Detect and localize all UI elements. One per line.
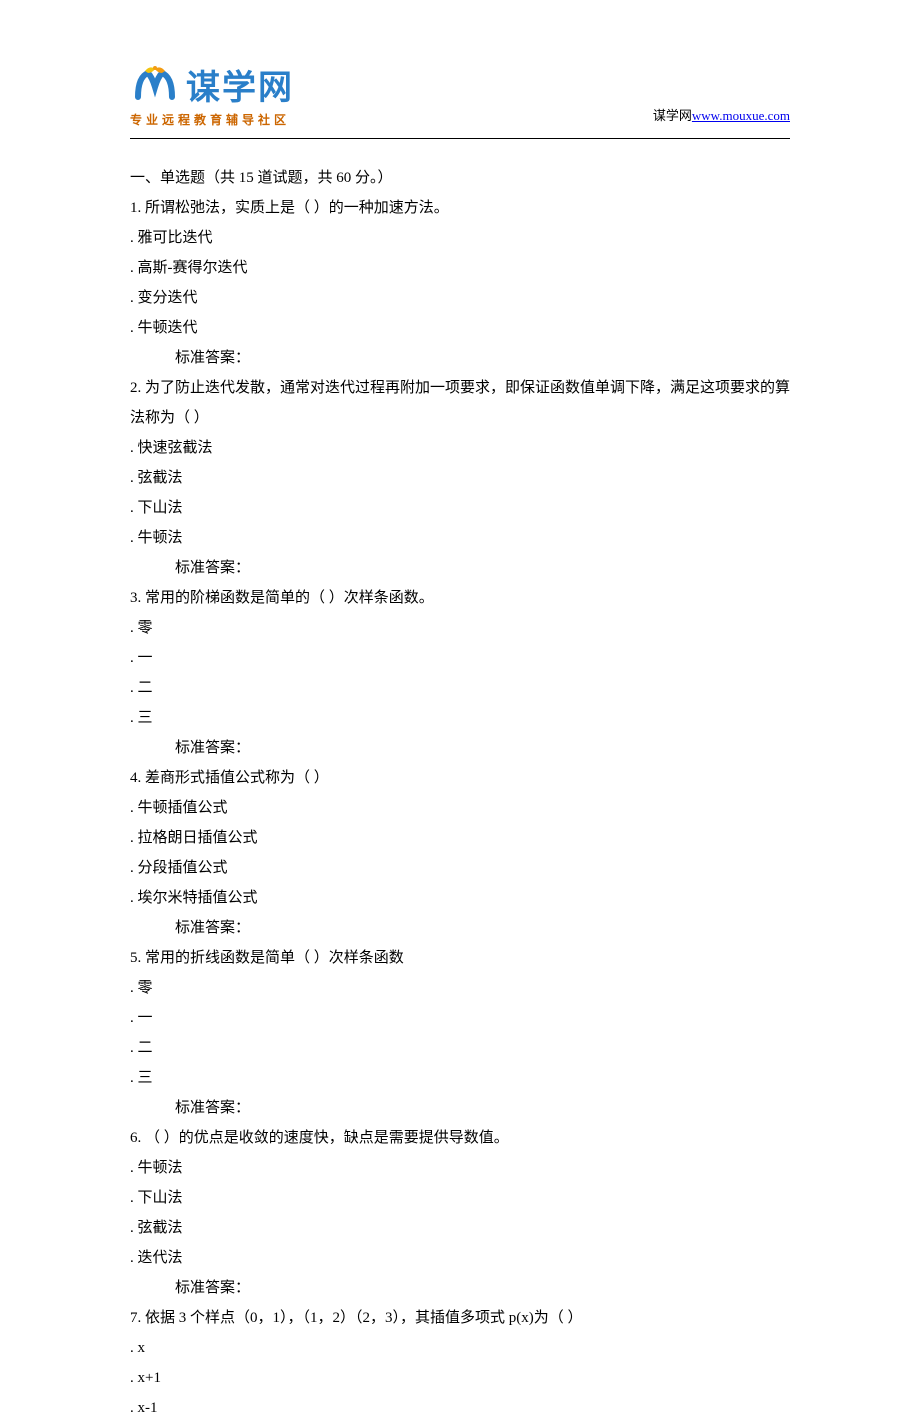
option: . 三 bbox=[130, 1063, 790, 1093]
option: . 迭代法 bbox=[130, 1243, 790, 1273]
option: . x bbox=[130, 1333, 790, 1363]
section-title: 一、单选题（共 15 道试题，共 60 分。） bbox=[130, 163, 790, 193]
option: . 快速弦截法 bbox=[130, 433, 790, 463]
site-reference: 谋学网www.mouxue.com bbox=[653, 105, 790, 128]
option: . 零 bbox=[130, 613, 790, 643]
site-label: 谋学网 bbox=[653, 108, 692, 123]
option: . 二 bbox=[130, 1033, 790, 1063]
option: . 雅可比迭代 bbox=[130, 223, 790, 253]
question-6: 6. （ ）的优点是收敛的速度快，缺点是需要提供导数值。 . 牛顿法 . 下山法… bbox=[130, 1123, 790, 1303]
option: . 拉格朗日插值公式 bbox=[130, 823, 790, 853]
question-4: 4. 差商形式插值公式称为（ ） . 牛顿插值公式 . 拉格朗日插值公式 . 分… bbox=[130, 763, 790, 943]
option: . 弦截法 bbox=[130, 1213, 790, 1243]
question-text: 6. （ ）的优点是收敛的速度快，缺点是需要提供导数值。 bbox=[130, 1123, 790, 1153]
option: . 高斯-赛得尔迭代 bbox=[130, 253, 790, 283]
question-3: 3. 常用的阶梯函数是简单的（ ）次样条函数。 . 零 . 一 . 二 . 三 … bbox=[130, 583, 790, 763]
logo-top-row: 谋学网 bbox=[130, 60, 294, 109]
option: . 牛顿法 bbox=[130, 1153, 790, 1183]
option: . 牛顿法 bbox=[130, 523, 790, 553]
option: . 下山法 bbox=[130, 493, 790, 523]
logo-container: 谋学网 专业远程教育辅导社区 bbox=[130, 60, 294, 128]
option: . 牛顿插值公式 bbox=[130, 793, 790, 823]
question-2: 2. 为了防止迭代发散，通常对迭代过程再附加一项要求，即保证函数值单调下降，满足… bbox=[130, 373, 790, 583]
option: . x+1 bbox=[130, 1363, 790, 1393]
option: . 牛顿迭代 bbox=[130, 313, 790, 343]
option: . 埃尔米特插值公式 bbox=[130, 883, 790, 913]
site-link[interactable]: www.mouxue.com bbox=[692, 108, 790, 123]
question-text: 7. 依据 3 个样点（0，1），（1，2）（2，3），其插值多项式 p(x)为… bbox=[130, 1303, 790, 1333]
answer-label: 标准答案： bbox=[130, 733, 790, 763]
option: . 零 bbox=[130, 973, 790, 1003]
question-text: 4. 差商形式插值公式称为（ ） bbox=[130, 763, 790, 793]
question-text: 2. 为了防止迭代发散，通常对迭代过程再附加一项要求，即保证函数值单调下降，满足… bbox=[130, 373, 790, 433]
option: . 下山法 bbox=[130, 1183, 790, 1213]
option: . 一 bbox=[130, 643, 790, 673]
logo-subtitle: 专业远程教育辅导社区 bbox=[130, 111, 294, 128]
question-1: 1. 所谓松弛法，实质上是（ ）的一种加速方法。 . 雅可比迭代 . 高斯-赛得… bbox=[130, 193, 790, 373]
option: . 弦截法 bbox=[130, 463, 790, 493]
page-header: 谋学网 专业远程教育辅导社区 谋学网www.mouxue.com bbox=[0, 0, 920, 128]
answer-label: 标准答案： bbox=[130, 1273, 790, 1303]
answer-label: 标准答案： bbox=[130, 553, 790, 583]
option: . x-1 bbox=[130, 1393, 790, 1423]
question-7: 7. 依据 3 个样点（0，1），（1，2）（2，3），其插值多项式 p(x)为… bbox=[130, 1303, 790, 1423]
option: . 二 bbox=[130, 673, 790, 703]
question-text: 3. 常用的阶梯函数是简单的（ ）次样条函数。 bbox=[130, 583, 790, 613]
answer-label: 标准答案： bbox=[130, 343, 790, 373]
option: . 三 bbox=[130, 703, 790, 733]
answer-label: 标准答案： bbox=[130, 913, 790, 943]
option: . 变分迭代 bbox=[130, 283, 790, 313]
question-text: 5. 常用的折线函数是简单（ ）次样条函数 bbox=[130, 943, 790, 973]
option: . 一 bbox=[130, 1003, 790, 1033]
logo-text: 谋学网 bbox=[186, 60, 294, 109]
option: . 分段插值公式 bbox=[130, 853, 790, 883]
logo-icon bbox=[130, 65, 180, 105]
question-5: 5. 常用的折线函数是简单（ ）次样条函数 . 零 . 一 . 二 . 三 标准… bbox=[130, 943, 790, 1123]
document-content: 一、单选题（共 15 道试题，共 60 分。） 1. 所谓松弛法，实质上是（ ）… bbox=[0, 139, 920, 1423]
answer-label: 标准答案： bbox=[130, 1093, 790, 1123]
question-text: 1. 所谓松弛法，实质上是（ ）的一种加速方法。 bbox=[130, 193, 790, 223]
